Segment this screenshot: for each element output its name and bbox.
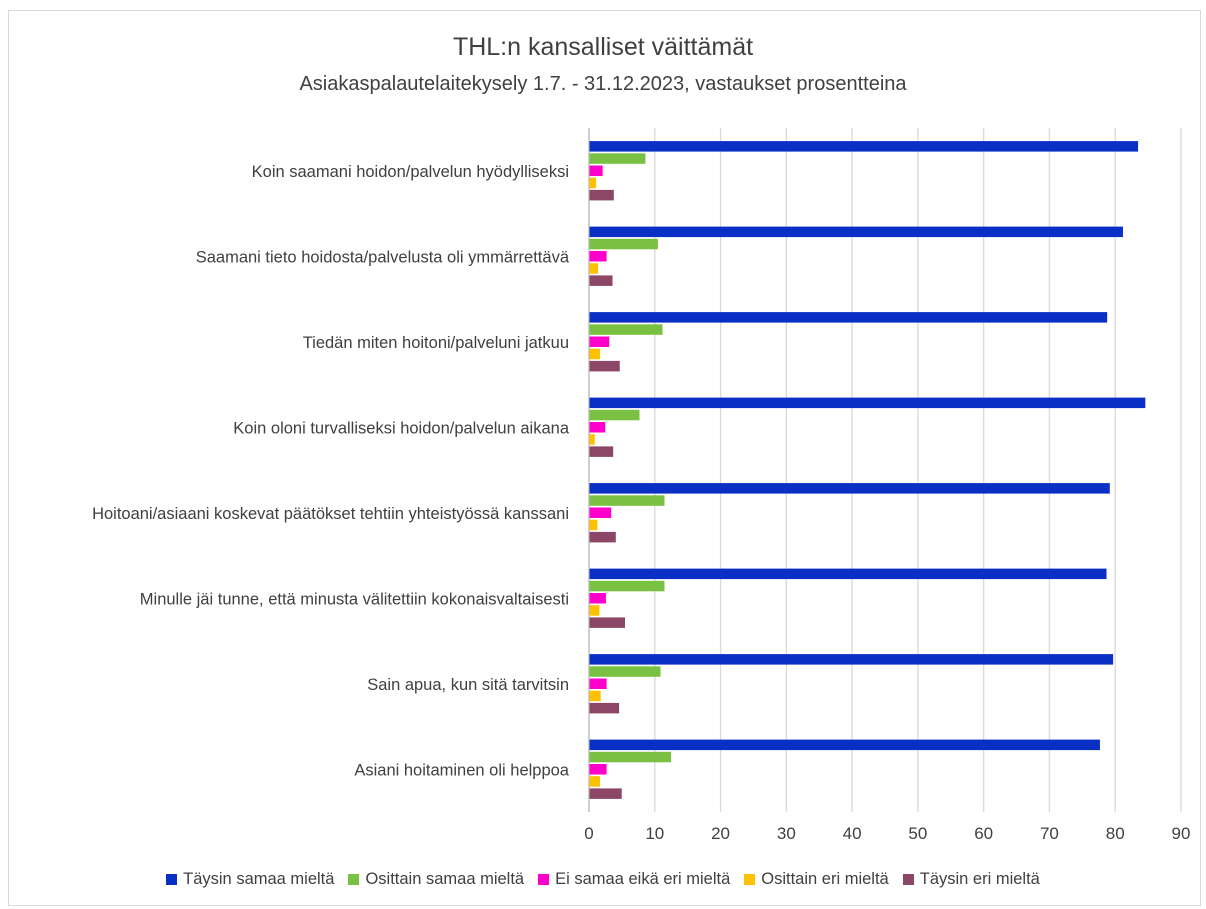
bar bbox=[589, 751, 672, 763]
category-label: Koin saamani hoidon/palvelun hyödyllisek… bbox=[252, 163, 569, 181]
legend-label: Osittain eri mieltä bbox=[761, 870, 889, 888]
bar bbox=[589, 336, 610, 347]
bar bbox=[589, 593, 606, 604]
bar bbox=[589, 739, 1100, 751]
bar bbox=[589, 348, 601, 360]
legend-item: Osittain samaa mieltä bbox=[348, 870, 524, 889]
x-tick-label: 20 bbox=[711, 824, 730, 843]
category-label: Saamani tieto hoidosta/palvelusta oli ym… bbox=[196, 248, 570, 266]
category-label: Minulle jäi tunne, että minusta välitett… bbox=[140, 590, 569, 608]
x-tick-label: 50 bbox=[908, 824, 927, 843]
bar bbox=[589, 165, 603, 176]
category-label: Asiani hoitaminen oli helppoa bbox=[354, 761, 569, 779]
legend-swatch bbox=[348, 874, 360, 885]
bar bbox=[589, 617, 626, 628]
category-label: Sain apua, kun sitä tarvitsin bbox=[367, 676, 569, 694]
bar bbox=[589, 153, 646, 164]
bar bbox=[589, 251, 607, 262]
legend-swatch bbox=[166, 874, 178, 885]
bar bbox=[589, 788, 622, 799]
legend-swatch bbox=[538, 874, 550, 885]
bar bbox=[589, 605, 600, 616]
bar bbox=[589, 580, 665, 592]
bar bbox=[589, 519, 598, 531]
bar bbox=[589, 678, 607, 689]
bar bbox=[589, 531, 616, 543]
bar bbox=[589, 226, 1123, 238]
bar bbox=[589, 446, 614, 457]
bar bbox=[589, 654, 1114, 665]
bar bbox=[589, 434, 595, 445]
legend-label: Osittain samaa mieltä bbox=[365, 870, 525, 888]
x-tick-label: 30 bbox=[777, 824, 796, 843]
bar bbox=[589, 360, 620, 372]
legend-item: Täysin samaa mieltä bbox=[166, 870, 334, 889]
x-tick-label: 40 bbox=[843, 824, 862, 843]
category-label: Hoitoani/asiaani koskevat päätökset teht… bbox=[92, 505, 569, 523]
bar bbox=[589, 568, 1107, 580]
bar bbox=[589, 495, 665, 506]
legend-label: Täysin eri mieltä bbox=[919, 870, 1040, 888]
bar bbox=[589, 177, 597, 189]
bar bbox=[589, 702, 620, 714]
x-tick-label: 70 bbox=[1040, 824, 1059, 843]
bar bbox=[589, 507, 612, 518]
chart-subtitle: Asiakaspalautelaitekysely 1.7. - 31.12.2… bbox=[299, 73, 907, 95]
bar bbox=[589, 324, 663, 335]
chart-title: THL:n kansalliset väittämät bbox=[452, 33, 754, 61]
bar bbox=[589, 141, 1139, 152]
x-tick-label: 90 bbox=[1172, 824, 1191, 843]
bar bbox=[589, 764, 607, 775]
category-label: Tiedän miten hoitoni/palveluni jatkuu bbox=[303, 334, 569, 352]
bar bbox=[589, 776, 601, 787]
bar bbox=[589, 422, 606, 433]
bar bbox=[589, 263, 599, 274]
bar bbox=[589, 666, 661, 677]
legend-item: Täysin eri mieltä bbox=[902, 870, 1040, 889]
legend-swatch bbox=[902, 874, 914, 885]
x-tick-label: 0 bbox=[584, 824, 593, 843]
legend-item: Ei samaa eikä eri mieltä bbox=[538, 870, 730, 889]
bar bbox=[589, 483, 1110, 494]
bar bbox=[589, 189, 614, 201]
legend-item: Osittain eri mieltä bbox=[744, 870, 889, 889]
bar bbox=[589, 312, 1108, 323]
bar bbox=[589, 275, 613, 286]
bar bbox=[589, 238, 658, 250]
x-tick-label: 10 bbox=[645, 824, 664, 843]
x-tick-label: 80 bbox=[1106, 824, 1125, 843]
category-label: Koin oloni turvalliseksi hoidon/palvelun… bbox=[233, 419, 570, 437]
legend-label: Täysin samaa mieltä bbox=[183, 870, 335, 888]
bar bbox=[589, 690, 601, 702]
legend-label: Ei samaa eikä eri mieltä bbox=[555, 870, 731, 888]
x-tick-label: 60 bbox=[974, 824, 993, 843]
chart-legend: Täysin samaa mieltä Osittain samaa mieltä… bbox=[0, 870, 1206, 889]
bar bbox=[589, 409, 640, 421]
bar bbox=[589, 397, 1146, 409]
legend-swatch bbox=[744, 874, 756, 885]
